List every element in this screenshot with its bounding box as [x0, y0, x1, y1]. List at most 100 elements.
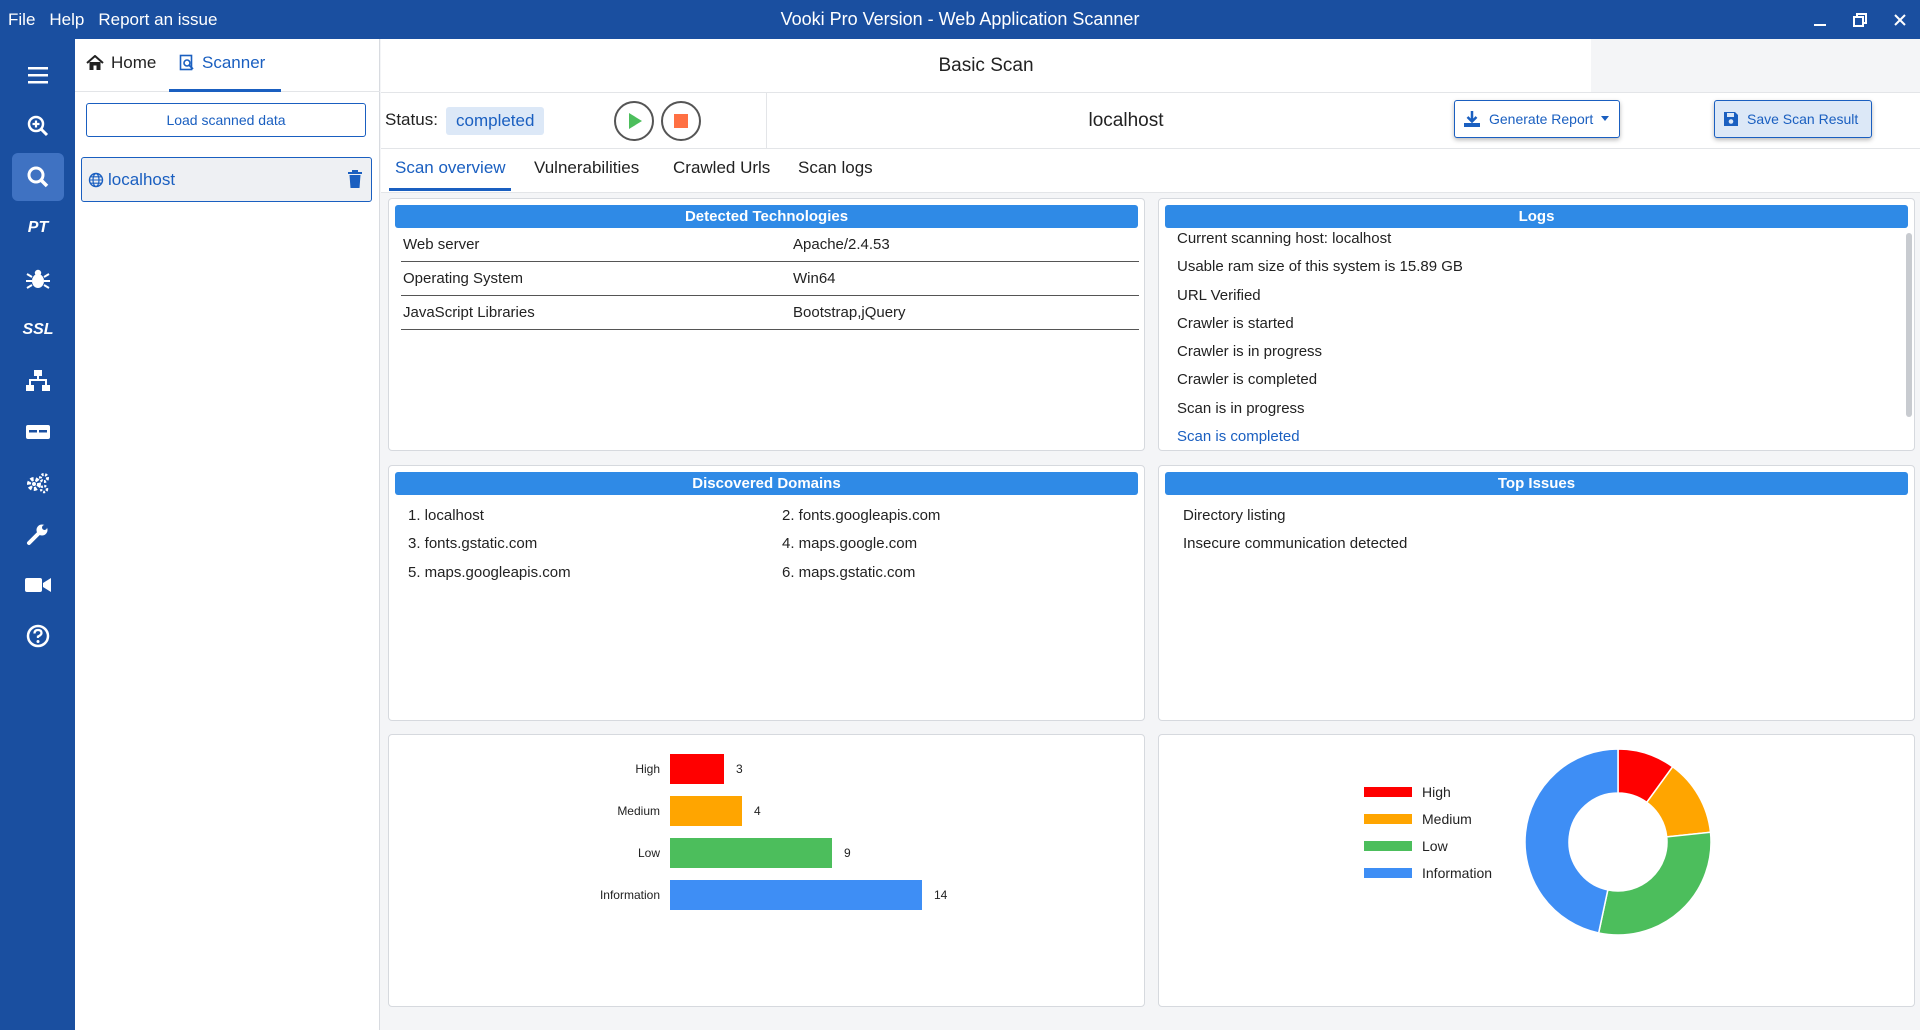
log-line: Scan is completed [1177, 428, 1300, 445]
tab-vulnerabilities[interactable]: Vulnerabilities [534, 158, 640, 177]
bar[interactable] [670, 880, 922, 910]
rail-menu[interactable] [12, 51, 64, 99]
video-camera-icon [25, 578, 51, 592]
window-controls [1800, 0, 1920, 39]
severity-donut-chart: High Medium Low Information [1158, 734, 1915, 1007]
host-list-item[interactable]: localhost [81, 157, 372, 202]
legend-label: Low [1422, 838, 1448, 854]
trash-icon [348, 170, 362, 188]
tab-scanner[interactable]: Scanner [179, 53, 265, 73]
tech-value: Apache/2.4.53 [793, 236, 890, 253]
severity-bar-chart: High 3 Medium 4 Low 9 Information 14 [388, 734, 1145, 1007]
legend-swatch [1364, 787, 1412, 797]
rail-pt-label: PT [27, 219, 49, 236]
legend-label: Information [1422, 865, 1493, 881]
close-button[interactable] [1880, 0, 1920, 39]
menu-help[interactable]: Help [49, 9, 85, 29]
delete-host-button[interactable] [347, 169, 363, 194]
domain-item: 2. fonts.googleapis.com [782, 507, 941, 524]
page-title: Basic Scan [381, 39, 1591, 92]
domain-item: 6. maps.gstatic.com [782, 564, 916, 581]
log-line: Crawler is started [1177, 315, 1294, 332]
donut-svg [1524, 748, 1712, 936]
tab-scan-overview[interactable]: Scan overview [395, 158, 506, 177]
log-line: URL Verified [1177, 287, 1261, 304]
rail-bug[interactable] [12, 255, 64, 303]
window-title: Vooki Pro Version - Web Application Scan… [780, 9, 1140, 29]
restore-button[interactable] [1840, 0, 1880, 39]
legend-item[interactable]: Low [1364, 838, 1448, 854]
issue-item: Directory listing [1183, 507, 1286, 524]
log-line: Usable ram size of this system is 15.89 … [1177, 258, 1463, 275]
zoom-in-icon [27, 115, 49, 137]
save-scan-result-button[interactable]: Save Scan Result [1714, 100, 1872, 138]
status-label: Status: [385, 110, 438, 129]
rail-video[interactable] [12, 561, 64, 609]
log-line: Scan is in progress [1177, 400, 1305, 417]
rail-tools[interactable] [12, 510, 64, 558]
bar[interactable] [670, 838, 832, 868]
scan-host-title: localhost [1088, 110, 1164, 131]
menu-report-issue[interactable]: Report an issue [98, 9, 218, 29]
play-icon [629, 113, 642, 129]
wrench-icon [27, 524, 48, 545]
tab-crawled-urls[interactable]: Crawled Urls [673, 158, 771, 177]
rail-help[interactable] [12, 612, 64, 660]
bar-label: Low [637, 846, 660, 860]
domain-item: 4. maps.google.com [782, 535, 918, 552]
legend-item[interactable]: Information [1364, 865, 1492, 881]
load-scanned-data-button[interactable]: Load scanned data [86, 103, 366, 137]
log-line: Current scanning host: localhost [1177, 230, 1392, 247]
menu-file[interactable]: File [8, 9, 36, 29]
detected-technologies-card: Detected Technologies Web server Apache/… [388, 198, 1145, 451]
rail-ssl[interactable]: SSL [12, 306, 64, 354]
table-row: JavaScript Libraries Bootstrap,jQuery [401, 296, 1139, 330]
bug-icon [26, 269, 50, 289]
restore-icon [1853, 12, 1867, 27]
minimize-button[interactable] [1800, 0, 1840, 39]
detected-technologies-title: Detected Technologies [395, 205, 1138, 228]
bar[interactable] [670, 754, 724, 784]
issue-item: Insecure communication detected [1183, 535, 1408, 552]
logs-card: Logs Current scanning host: localhost Us… [1158, 198, 1915, 451]
table-row: Web server Apache/2.4.53 [401, 228, 1139, 262]
logs-scrollbar[interactable] [1906, 233, 1912, 417]
tab-scan-logs[interactable]: Scan logs [798, 158, 873, 177]
tab-home-label: Home [111, 53, 157, 72]
rail-zoom[interactable] [12, 102, 64, 150]
rail-settings[interactable] [12, 459, 64, 507]
rail-scanner[interactable] [12, 153, 64, 201]
tech-name: Operating System [403, 270, 524, 287]
donut-slice[interactable] [1524, 748, 1619, 934]
bar[interactable] [670, 796, 742, 826]
minimize-icon [1814, 23, 1826, 26]
legend-item[interactable]: Medium [1364, 811, 1472, 827]
floppy-disk-icon [1724, 112, 1738, 126]
bar-label: High [635, 762, 660, 776]
network-icon [26, 370, 50, 391]
legend-swatch [1364, 814, 1412, 824]
top-issues-card: Top Issues Directory listing Insecure co… [1158, 465, 1915, 721]
rail-card[interactable] [12, 408, 64, 456]
status-bar: Status: completed localhost Generate Rep… [381, 92, 1920, 150]
caret-down-icon [1601, 116, 1610, 121]
left-panel: Home Scanner Load scanned data localhost [75, 39, 380, 1030]
log-line: Crawler is completed [1177, 371, 1318, 388]
rail-pt[interactable]: PT [12, 204, 64, 252]
start-scan-button[interactable] [614, 101, 654, 141]
scanner-doc-icon [179, 54, 194, 71]
main-area: Basic Scan Status: completed localhost G… [381, 39, 1920, 1030]
icon-rail: PT SSL [0, 39, 75, 1030]
log-line: Crawler is in progress [1177, 343, 1323, 360]
bar-value-label: 3 [736, 762, 743, 776]
nav-tabs: Home Scanner [75, 39, 380, 92]
rail-ssl-label: SSL [22, 321, 54, 338]
legend-item[interactable]: High [1364, 784, 1451, 800]
rail-network[interactable] [12, 357, 64, 405]
donut-slice[interactable] [1597, 831, 1712, 936]
generate-report-button[interactable]: Generate Report [1454, 100, 1620, 138]
tech-name: Web server [403, 236, 480, 253]
domain-item: 3. fonts.gstatic.com [408, 535, 538, 552]
tab-home[interactable]: Home [86, 53, 156, 73]
stop-scan-button[interactable] [661, 101, 701, 141]
